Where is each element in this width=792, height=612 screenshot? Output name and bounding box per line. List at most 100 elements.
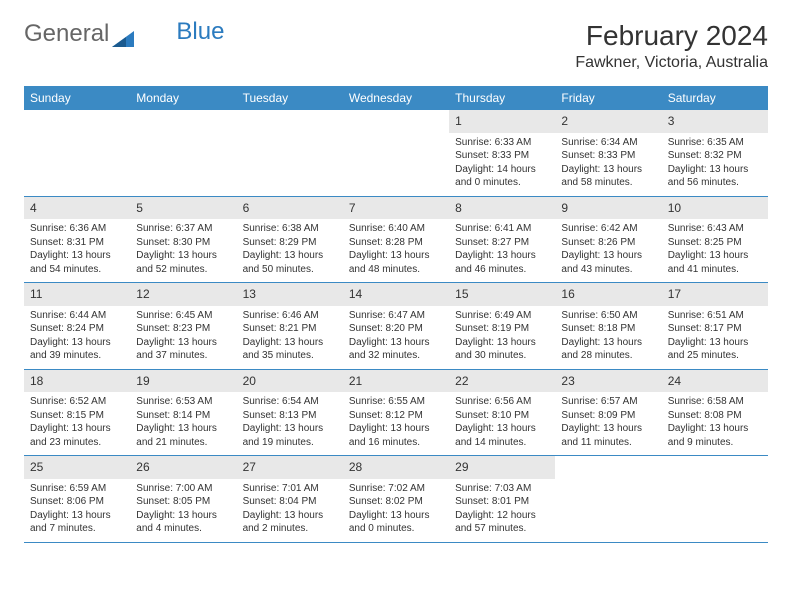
day-number: 3 <box>668 114 675 128</box>
sunrise-text: Sunrise: 6:38 AM <box>243 222 337 236</box>
sunset-text: Sunset: 8:25 PM <box>668 236 762 250</box>
sunset-text: Sunset: 8:24 PM <box>30 322 124 336</box>
logo-text-blue: Blue <box>176 18 224 46</box>
day-cell: 6Sunrise: 6:38 AMSunset: 8:29 PMDaylight… <box>237 197 343 283</box>
sunrise-text: Sunrise: 6:33 AM <box>455 136 549 150</box>
day-number: 4 <box>30 201 37 215</box>
daylight-text: Daylight: 13 hours <box>30 249 124 263</box>
day-cell: 17Sunrise: 6:51 AMSunset: 8:17 PMDayligh… <box>662 283 768 369</box>
day-number-row: 15 <box>449 283 555 306</box>
day-number: 1 <box>455 114 462 128</box>
logo-text-general: General <box>24 20 109 48</box>
day-number: 5 <box>136 201 143 215</box>
day-header: Wednesday <box>343 86 449 110</box>
sunset-text: Sunset: 8:21 PM <box>243 322 337 336</box>
day-cell: 20Sunrise: 6:54 AMSunset: 8:13 PMDayligh… <box>237 370 343 456</box>
daylight-text: Daylight: 13 hours <box>136 249 230 263</box>
daylight-text: Daylight: 13 hours <box>561 163 655 177</box>
sunrise-text: Sunrise: 6:42 AM <box>561 222 655 236</box>
day-cell: 18Sunrise: 6:52 AMSunset: 8:15 PMDayligh… <box>24 370 130 456</box>
day-number-row: 5 <box>130 197 236 220</box>
day-number: 2 <box>561 114 568 128</box>
day-number: 23 <box>561 374 574 388</box>
day-number: 17 <box>668 287 681 301</box>
daylight-text: Daylight: 13 hours <box>349 422 443 436</box>
daylight-text: and 50 minutes. <box>243 263 337 277</box>
day-number-row: 17 <box>662 283 768 306</box>
day-cell: 29Sunrise: 7:03 AMSunset: 8:01 PMDayligh… <box>449 456 555 542</box>
sunset-text: Sunset: 8:10 PM <box>455 409 549 423</box>
daylight-text: and 58 minutes. <box>561 176 655 190</box>
day-number-row: 20 <box>237 370 343 393</box>
sunset-text: Sunset: 8:08 PM <box>668 409 762 423</box>
daylight-text: Daylight: 13 hours <box>136 336 230 350</box>
daylight-text: and 28 minutes. <box>561 349 655 363</box>
daylight-text: and 48 minutes. <box>349 263 443 277</box>
daylight-text: and 7 minutes. <box>30 522 124 536</box>
header: General Blue February 2024 Fawkner, Vict… <box>24 20 768 72</box>
day-cell: 12Sunrise: 6:45 AMSunset: 8:23 PMDayligh… <box>130 283 236 369</box>
daylight-text: and 43 minutes. <box>561 263 655 277</box>
day-cell: 7Sunrise: 6:40 AMSunset: 8:28 PMDaylight… <box>343 197 449 283</box>
day-number: 16 <box>561 287 574 301</box>
day-number: 25 <box>30 460 43 474</box>
daylight-text: and 52 minutes. <box>136 263 230 277</box>
daylight-text: and 35 minutes. <box>243 349 337 363</box>
day-cell: 28Sunrise: 7:02 AMSunset: 8:02 PMDayligh… <box>343 456 449 542</box>
week-row: 25Sunrise: 6:59 AMSunset: 8:06 PMDayligh… <box>24 456 768 543</box>
day-number-row: 8 <box>449 197 555 220</box>
day-cell: 27Sunrise: 7:01 AMSunset: 8:04 PMDayligh… <box>237 456 343 542</box>
day-cell: 8Sunrise: 6:41 AMSunset: 8:27 PMDaylight… <box>449 197 555 283</box>
daylight-text: and 32 minutes. <box>349 349 443 363</box>
day-number-row: 27 <box>237 456 343 479</box>
day-number: 8 <box>455 201 462 215</box>
sunrise-text: Sunrise: 6:57 AM <box>561 395 655 409</box>
daylight-text: Daylight: 13 hours <box>668 249 762 263</box>
sunrise-text: Sunrise: 6:35 AM <box>668 136 762 150</box>
sunset-text: Sunset: 8:31 PM <box>30 236 124 250</box>
sunset-text: Sunset: 8:27 PM <box>455 236 549 250</box>
day-number-row: 13 <box>237 283 343 306</box>
day-number-row: 14 <box>343 283 449 306</box>
sunrise-text: Sunrise: 6:43 AM <box>668 222 762 236</box>
day-number: 11 <box>30 287 42 301</box>
day-number-row: 29 <box>449 456 555 479</box>
empty-cell <box>24 110 130 196</box>
daylight-text: and 56 minutes. <box>668 176 762 190</box>
day-number-row: 19 <box>130 370 236 393</box>
sunset-text: Sunset: 8:01 PM <box>455 495 549 509</box>
day-cell: 14Sunrise: 6:47 AMSunset: 8:20 PMDayligh… <box>343 283 449 369</box>
daylight-text: and 23 minutes. <box>30 436 124 450</box>
daylight-text: and 21 minutes. <box>136 436 230 450</box>
daylight-text: and 37 minutes. <box>136 349 230 363</box>
title-block: February 2024 Fawkner, Victoria, Austral… <box>575 20 768 72</box>
sunset-text: Sunset: 8:04 PM <box>243 495 337 509</box>
empty-cell <box>662 456 768 542</box>
sunset-text: Sunset: 8:32 PM <box>668 149 762 163</box>
day-cell: 16Sunrise: 6:50 AMSunset: 8:18 PMDayligh… <box>555 283 661 369</box>
sunset-text: Sunset: 8:09 PM <box>561 409 655 423</box>
day-number: 19 <box>136 374 149 388</box>
sunset-text: Sunset: 8:13 PM <box>243 409 337 423</box>
empty-cell <box>237 110 343 196</box>
empty-cell <box>555 456 661 542</box>
daylight-text: Daylight: 13 hours <box>349 249 443 263</box>
daylight-text: and 4 minutes. <box>136 522 230 536</box>
day-cell: 22Sunrise: 6:56 AMSunset: 8:10 PMDayligh… <box>449 370 555 456</box>
sunrise-text: Sunrise: 6:40 AM <box>349 222 443 236</box>
day-number: 7 <box>349 201 356 215</box>
daylight-text: and 0 minutes. <box>349 522 443 536</box>
day-cell: 2Sunrise: 6:34 AMSunset: 8:33 PMDaylight… <box>555 110 661 196</box>
day-number-row: 24 <box>662 370 768 393</box>
day-number-row: 16 <box>555 283 661 306</box>
daylight-text: Daylight: 13 hours <box>30 422 124 436</box>
day-number-row: 7 <box>343 197 449 220</box>
day-number: 14 <box>349 287 362 301</box>
day-number-row: 25 <box>24 456 130 479</box>
daylight-text: Daylight: 13 hours <box>349 509 443 523</box>
daylight-text: Daylight: 13 hours <box>136 509 230 523</box>
empty-cell <box>343 110 449 196</box>
day-number: 10 <box>668 201 681 215</box>
sunrise-text: Sunrise: 6:36 AM <box>30 222 124 236</box>
daylight-text: and 19 minutes. <box>243 436 337 450</box>
